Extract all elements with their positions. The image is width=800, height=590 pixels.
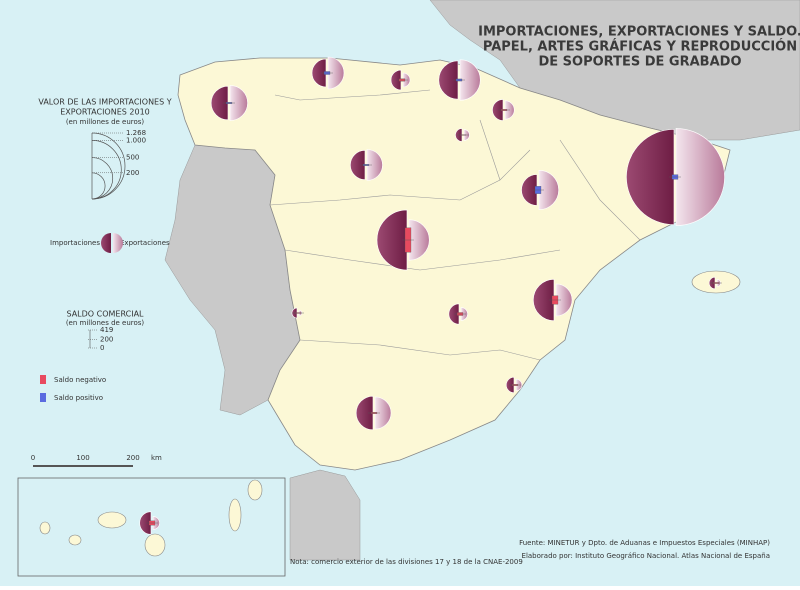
legend-imports-symbol <box>101 233 111 253</box>
legend-negative-swatch <box>40 375 46 384</box>
exports-symbol <box>675 128 725 226</box>
africa <box>289 469 361 561</box>
legend-title: (en millones de euros) <box>66 118 145 126</box>
title: PAPEL, ARTES GRÁFICAS Y REPRODUCCIÓN <box>483 39 797 55</box>
canarias-inset <box>17 477 286 577</box>
legend-circle-label: 1.268 <box>126 129 146 137</box>
imports-symbol <box>438 60 459 100</box>
saldo-tick-label: 200 <box>100 335 113 343</box>
imports-symbol <box>448 303 460 325</box>
imports-symbol <box>350 150 366 180</box>
exports-symbol <box>229 85 248 121</box>
imports-symbol <box>492 99 504 121</box>
legend-imports: Importaciones <box>50 239 100 247</box>
source: Elaborado por: Instituto Geográfico Naci… <box>522 552 770 560</box>
legend-title: VALOR DE LAS IMPORTACIONES Y <box>38 98 171 107</box>
legend-circle <box>91 172 106 200</box>
imports-symbol <box>533 278 555 322</box>
exports-symbol <box>538 170 559 210</box>
exports-symbol <box>408 219 430 261</box>
legend-circle <box>91 157 114 200</box>
imports-symbol <box>311 58 327 88</box>
imports-symbol <box>376 209 408 271</box>
legend-exports: Exportaciones <box>120 239 170 247</box>
baleares <box>691 270 741 294</box>
imports-symbol <box>626 129 675 225</box>
legend-circle-label: 1.000 <box>126 136 146 144</box>
title: DE SOPORTES DE GRABADO <box>538 55 741 70</box>
saldo-tick-label: 0 <box>100 344 104 352</box>
imports-symbol <box>521 174 538 206</box>
imports-symbol <box>139 511 152 535</box>
exports-symbol <box>327 56 345 90</box>
scale-unit: km <box>151 454 162 462</box>
legend-circle-label: 500 <box>126 154 139 162</box>
exports-symbol <box>374 396 392 430</box>
imports-symbol <box>210 85 229 121</box>
exports-symbol <box>555 283 573 317</box>
region-borders <box>269 89 641 361</box>
exports-symbol <box>366 149 383 181</box>
legend-circle <box>91 140 122 200</box>
exports-symbol <box>459 59 481 101</box>
title: IMPORTACIONES, EXPORTACIONES Y SALDO. <box>478 25 800 40</box>
legend-positive: Saldo positivo <box>54 394 103 402</box>
legend-title: EXPORTACIONES 2010 <box>60 108 150 117</box>
scale-label: 0 <box>31 454 35 462</box>
imports-symbol <box>355 395 374 431</box>
source: Fuente: MINETUR y Dpto. de Aduanas e Imp… <box>519 539 770 547</box>
saldo-title: SALDO COMERCIAL <box>66 310 144 319</box>
note: Nota: comercio exterior de las divisione… <box>290 558 523 566</box>
legend-circle-label: 200 <box>126 169 139 177</box>
saldo-tick-label: 419 <box>100 326 113 334</box>
legend-negative: Saldo negativo <box>54 376 106 384</box>
scale-label: 100 <box>76 454 89 462</box>
legend-positive-swatch <box>40 393 46 402</box>
saldo-title: (en millones de euros) <box>66 319 145 327</box>
spain <box>177 57 731 471</box>
legend-exports-symbol <box>113 233 123 253</box>
canary-islands <box>39 479 263 557</box>
scale-label: 200 <box>126 454 139 462</box>
